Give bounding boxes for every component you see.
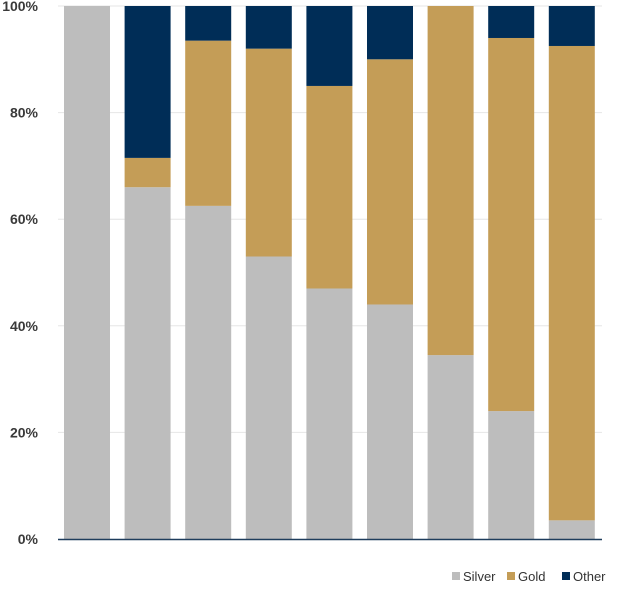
bar-segment-gold [427, 6, 474, 356]
legend-label-silver: Silver [463, 569, 496, 584]
y-tick-label: 100% [2, 0, 38, 14]
legend-swatch-other [562, 572, 570, 580]
bar-segment-other [306, 6, 353, 86]
bar-segment-other [548, 6, 595, 46]
bar-segment-silver [245, 256, 292, 539]
bars-layer [64, 6, 595, 539]
y-tick-label: 60% [10, 211, 39, 227]
bar-segment-gold [245, 48, 292, 257]
bar-segment-gold [367, 59, 413, 305]
bar-segment-gold [306, 85, 353, 289]
bar-segment-other [124, 6, 171, 158]
bar-segment-gold [124, 157, 171, 188]
bar-segment-silver [124, 187, 171, 539]
bar-segment-gold [185, 40, 232, 206]
bar-segment-silver [427, 355, 474, 539]
legend-swatch-silver [452, 572, 460, 580]
bar-segment-other [185, 6, 232, 41]
bar-segment-gold [548, 45, 595, 521]
y-axis-ticks: 0% 20% 40% 60% 80% 100% [2, 0, 38, 547]
y-tick-label: 40% [10, 318, 39, 334]
bar-segment-other [488, 6, 535, 38]
bar-segment-silver [548, 520, 595, 539]
y-tick-label: 0% [18, 531, 39, 547]
bar-segment-silver [488, 411, 535, 539]
legend-label-gold: Gold [518, 569, 545, 584]
legend-label-other: Other [573, 569, 606, 584]
bar-segment-other [245, 6, 292, 49]
y-tick-label: 20% [10, 424, 39, 440]
bar-segment-silver [64, 6, 110, 539]
legend: Silver Gold Other [452, 569, 606, 584]
bar-segment-silver [367, 304, 413, 539]
bar-segment-silver [185, 205, 232, 539]
bar-segment-other [367, 6, 413, 60]
bar-segment-silver [306, 288, 353, 539]
y-tick-label: 80% [10, 105, 39, 121]
bar-segment-gold [488, 37, 535, 412]
legend-swatch-gold [507, 572, 515, 580]
